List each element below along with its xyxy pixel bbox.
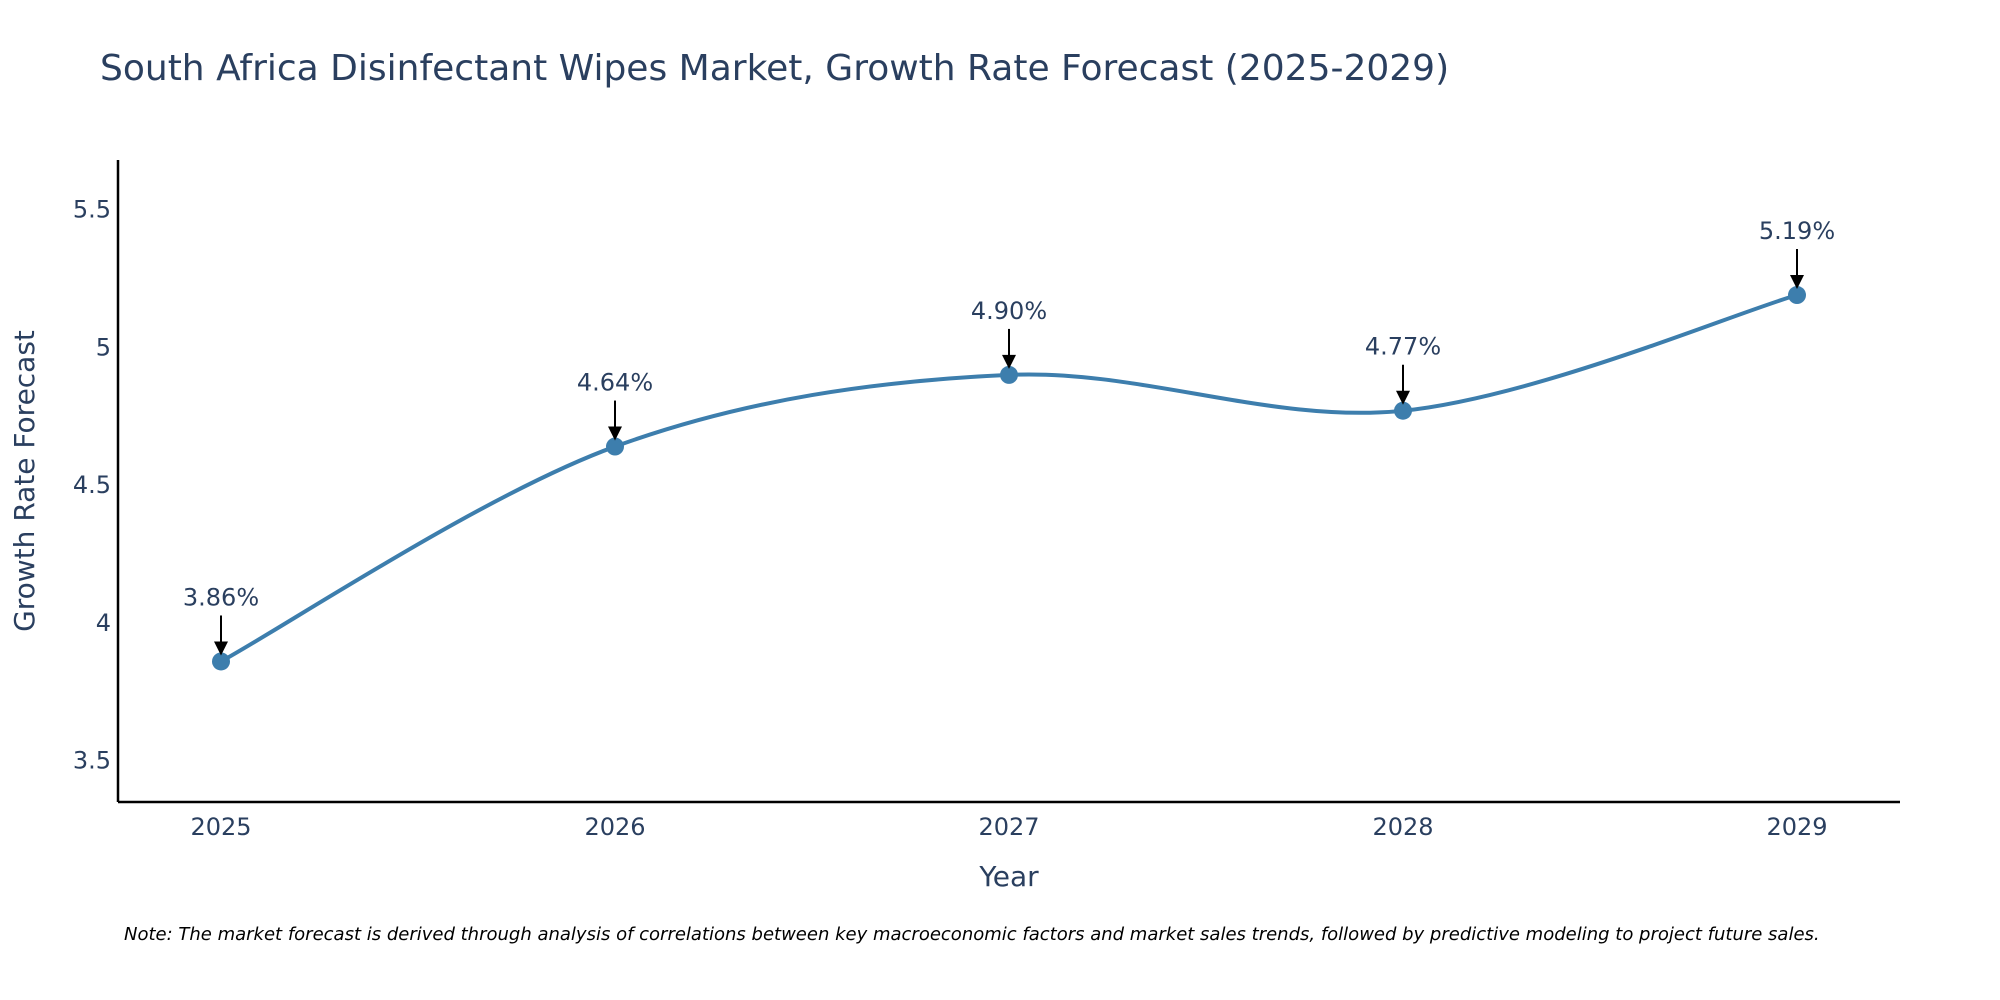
data-point [606, 437, 624, 456]
footnote: Note: The market forecast is derived thr… [124, 924, 1820, 945]
y-axis-ticks: 3.5 4 4.5 5 5.5 [73, 196, 111, 775]
data-annotations: 3.86% 4.64% 4.90% 4.77% 5.19% [183, 217, 1835, 656]
data-points [212, 286, 1806, 671]
data-point [1394, 401, 1412, 420]
annotation-arrow-head [608, 426, 622, 441]
x-axis-ticks: 2025 2026 2027 2028 2029 [190, 813, 1827, 841]
x-axis-title: Year [978, 860, 1039, 893]
annotation-arrow-head [1396, 390, 1410, 405]
y-tick-label: 5.5 [73, 196, 111, 224]
y-tick-label: 5 [96, 333, 111, 361]
y-tick-label: 4.5 [73, 471, 111, 499]
data-label: 5.19% [1759, 217, 1835, 245]
x-tick-label: 2029 [1766, 813, 1827, 841]
x-tick-label: 2028 [1372, 813, 1433, 841]
data-point [1788, 286, 1806, 305]
y-tick-label: 3.5 [73, 747, 111, 775]
x-tick-label: 2027 [978, 813, 1039, 841]
data-label: 4.77% [1365, 333, 1441, 361]
data-point [212, 652, 230, 671]
chart-title: South Africa Disinfectant Wipes Market, … [100, 48, 1449, 89]
data-label: 3.86% [183, 583, 259, 611]
y-axis-title: Growth Rate Forecast [8, 330, 41, 632]
annotation-arrow-head [214, 641, 228, 656]
data-label: 4.90% [971, 297, 1047, 325]
annotation-arrow-head [1790, 275, 1804, 290]
annotation-arrow-head [1002, 354, 1016, 369]
x-tick-label: 2026 [584, 813, 645, 841]
y-tick-label: 4 [96, 609, 111, 637]
data-point [1000, 365, 1018, 384]
x-tick-label: 2025 [190, 813, 251, 841]
data-label: 4.64% [577, 369, 653, 397]
